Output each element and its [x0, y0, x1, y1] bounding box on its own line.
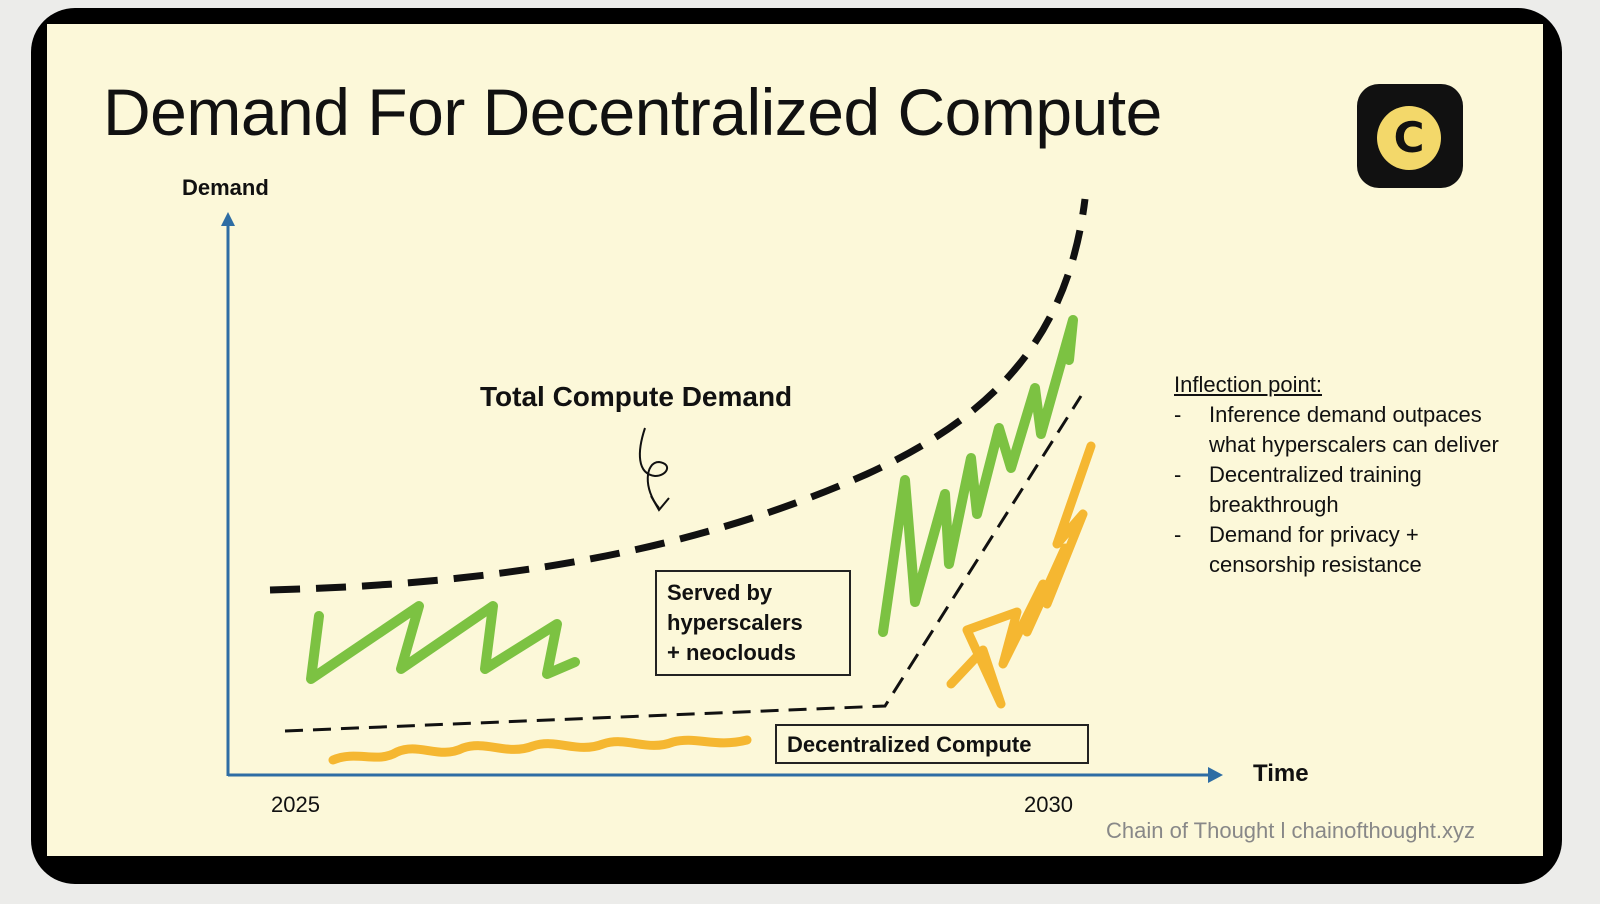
- decentralized-compute-label-box: Decentralized Compute: [775, 724, 1089, 764]
- x-axis-end-label: 2030: [1024, 792, 1073, 817]
- x-axis-arrow-icon: [1208, 767, 1223, 783]
- decentralized-compute-curve: [284, 395, 1083, 733]
- hyperscalers-label-line: hyperscalers: [667, 610, 803, 635]
- inflection-item: Demand for privacy + censorship resistan…: [1174, 520, 1509, 580]
- chain-of-thought-logo: C: [1357, 84, 1463, 188]
- inflection-item: Inference demand outpaces what hyperscal…: [1174, 400, 1509, 460]
- hyperscalers-label-line: Served by: [667, 580, 773, 605]
- decentralized-scribble-growth: [946, 441, 1096, 709]
- demand-diagram: [221, 198, 1223, 783]
- inflection-heading: Inflection point:: [1174, 372, 1322, 397]
- slide-title: Demand For Decentralized Compute: [103, 75, 1162, 149]
- y-axis-arrow-icon: [221, 212, 235, 226]
- footer-credit: Chain of Thought l chainofthought.xyz: [1106, 818, 1475, 843]
- x-axis-label: Time: [1253, 760, 1309, 787]
- inflection-point-notes: Inflection point: Inference demand outpa…: [1174, 370, 1509, 580]
- inflection-item: Decentralized training breakthrough: [1174, 460, 1509, 520]
- logo-coin-icon: C: [1377, 106, 1441, 170]
- slide: Demand For Decentralized Compute C Dem: [47, 24, 1543, 856]
- hyperscaler-scribble-growth: [878, 315, 1078, 637]
- hyperscalers-label-box: Served by hyperscalers + neoclouds: [655, 570, 851, 676]
- y-axis-label: Demand: [182, 175, 269, 200]
- hyperscaler-scribble-early: [306, 601, 580, 684]
- inflection-list: Inference demand outpaces what hyperscal…: [1174, 400, 1509, 580]
- decentralized-scribble-early: [328, 735, 752, 765]
- total-compute-demand-label: Total Compute Demand: [480, 381, 793, 412]
- hyperscalers-label-line: + neoclouds: [667, 640, 796, 665]
- x-axis-start-label: 2025: [271, 792, 320, 817]
- pointer-arrowhead-icon: [650, 495, 670, 512]
- total-compute-demand-curve: [269, 198, 1089, 594]
- pointer-arrow-icon: [638, 427, 669, 509]
